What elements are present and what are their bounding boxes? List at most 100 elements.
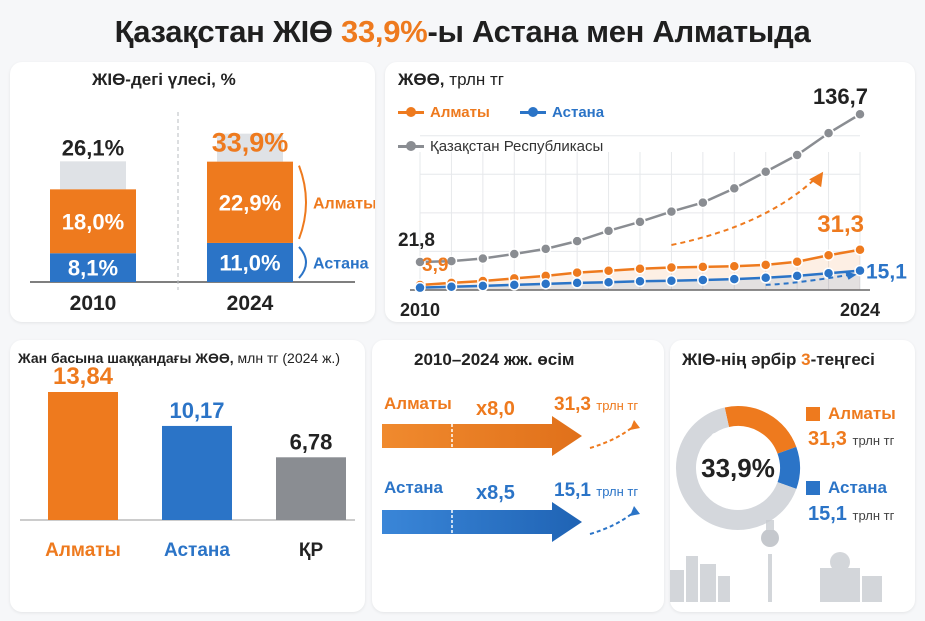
gdp-label-astana-end: 15,1 — [866, 261, 907, 284]
donut-legend-astana-unit: трлн тг — [852, 508, 895, 523]
gdp-point-kz-2014 — [539, 243, 552, 255]
donut-slice-1 — [777, 446, 800, 489]
share-total-2024: 33,9% — [212, 128, 289, 158]
gdp-point-almaty-2019 — [697, 261, 709, 273]
gdp-point-kz-2021 — [759, 165, 772, 178]
gdp-point-almaty-2020 — [728, 260, 741, 272]
donut-legend-almaty-name: Алматы — [828, 404, 896, 423]
donut-legend-astana-value: 15,1 трлн тг — [808, 503, 894, 526]
gdp-point-astana-2018 — [665, 274, 678, 287]
donut-slice-2 — [676, 407, 797, 530]
gdp-point-almaty-2015 — [571, 266, 583, 279]
donut-legend-astana-name: Астана — [828, 478, 888, 497]
share-ghost-2024 — [217, 133, 283, 162]
title-part2: -ы Астана мен Алматыда — [427, 14, 811, 49]
gdp-title-unit: трлн тг — [449, 70, 504, 89]
growth-almaty-value-num: 31,3 — [554, 394, 591, 415]
gdp-point-almaty-2023 — [822, 249, 835, 262]
gdp-point-kz-2020 — [728, 182, 741, 195]
gdp-trend-almaty — [671, 176, 818, 246]
growth-title: 2010–2024 жж. өсім — [414, 350, 575, 369]
gdp-point-astana-2014 — [539, 278, 552, 290]
share-panel-title: ЖІӨ-дегі үлесі, % — [92, 70, 236, 89]
donut-title-part2: -теңгесі — [810, 350, 875, 369]
gdp-label-almaty-end: 31,3 — [817, 211, 864, 238]
gdp-point-almaty-2022 — [791, 255, 803, 268]
gdp-point-almaty-2017 — [634, 263, 646, 275]
gdp-point-kz-2015 — [571, 235, 583, 247]
donut-slice-0 — [724, 406, 797, 455]
donut-center-label: 33,9% — [701, 453, 775, 483]
pc-category-0: Алматы — [45, 540, 121, 561]
gdp-point-astana-2022 — [791, 270, 803, 282]
growth-astana-unit: трлн тг — [596, 484, 639, 499]
donut-legend-astana-num: 15,1 — [808, 503, 847, 525]
gdp-point-kz-2022 — [791, 149, 803, 161]
gdp-point-kz-2010 — [414, 256, 426, 268]
bracket-almaty-label: Алматы — [313, 195, 375, 212]
growth-astana-value: 15,1 трлн тг — [554, 480, 638, 502]
growth-almaty-unit: трлн тг — [596, 398, 639, 413]
per-capita-title: Жан басына шаққандағы ЖӨӨ, млн тг (2024 … — [18, 350, 340, 366]
growth-almaty-factor: x8,0 — [476, 398, 515, 420]
growth-trend-almaty — [589, 425, 635, 449]
gdp-point-kz-2024 — [854, 108, 866, 120]
share-bar-almaty-2024 — [207, 161, 293, 243]
bracket-astana-label: Астана — [313, 255, 369, 272]
share-bar-astana-2010 — [50, 253, 136, 282]
pc-bar-2 — [276, 457, 346, 520]
pc-value-1: 10,17 — [169, 398, 224, 423]
growth-panel — [372, 340, 664, 612]
legend-square-astana — [806, 481, 820, 495]
legend-almaty-marker — [398, 107, 424, 117]
growth-astana-factor: x8,5 — [476, 482, 515, 504]
donut-title: ЖІӨ-нің әрбір 3-теңгесі — [682, 350, 875, 370]
pc-category-2: ҚР — [299, 540, 324, 561]
legend-square-almaty — [806, 407, 820, 421]
legend-kazakhstan: Қазақстан Республикасы — [398, 138, 603, 155]
gdp-line-chart: 21,8 136,7 3,9 31,315,1 2010 2024 — [398, 84, 907, 320]
gdp-point-astana-2011 — [445, 281, 458, 293]
gdp-point-kz-2017 — [634, 216, 646, 228]
share-ghost-2010 — [60, 161, 126, 190]
share-total-2010: 26,1% — [62, 135, 124, 160]
gdp-point-kz-2011 — [445, 255, 458, 267]
donut-hole — [697, 427, 779, 509]
pc-bar-0 — [48, 392, 118, 520]
pc-bar-1 — [162, 425, 232, 520]
gdp-trend-astana — [765, 273, 851, 286]
gdp-point-astana-2010 — [414, 281, 426, 294]
growth-astana-city: Астана — [384, 478, 444, 497]
gdp-point-astana-2013 — [508, 279, 521, 291]
donut-title-highlight: 3 — [801, 350, 811, 369]
page-title: Қазақстан ЖІӨ 33,9%-ы Астана мен Алматыд… — [0, 14, 925, 50]
share-label-astana-2024: 11,0% — [219, 250, 280, 275]
bracket-almaty — [298, 165, 307, 240]
donut-legend-almaty-num: 31,3 — [808, 428, 847, 450]
growth-arrow-almaty — [382, 416, 582, 456]
gdp-tick-start: 2010 — [400, 300, 440, 320]
pc-value-2: 6,78 — [290, 429, 333, 454]
title-highlight: 33,9% — [341, 14, 428, 49]
share-bar-almaty-2010 — [50, 189, 136, 254]
gdp-point-kz-2013 — [508, 248, 521, 260]
donut-outer-label: 22,9% — [710, 430, 761, 450]
share-year-2010: 2010 — [70, 292, 117, 315]
gdp-panel-title: ЖӨӨ, трлн тг — [398, 70, 504, 90]
share-label-astana-2010: 8,1% — [68, 256, 118, 281]
skyline-decoration — [670, 520, 882, 602]
growth-almaty-city: Алматы — [384, 394, 452, 413]
share-label-almaty-2010: 18,0% — [62, 209, 124, 234]
bracket-astana — [298, 246, 307, 279]
growth-arrow-astana — [382, 502, 582, 542]
share-year-2024: 2024 — [227, 292, 274, 315]
growth-almaty-value: 31,3 трлн тг — [554, 394, 638, 416]
gdp-point-kz-2018 — [665, 205, 678, 218]
share-label-almaty-2024: 22,9% — [219, 190, 281, 215]
gdp-point-almaty-2024 — [854, 244, 866, 256]
growth-trend-astana — [589, 511, 635, 535]
gdp-point-astana-2017 — [634, 275, 646, 288]
gdp-point-kz-2016 — [602, 225, 615, 237]
donut-chart: 33,9% 22,9% — [670, 406, 882, 602]
share-bar-astana-2024 — [207, 242, 293, 282]
